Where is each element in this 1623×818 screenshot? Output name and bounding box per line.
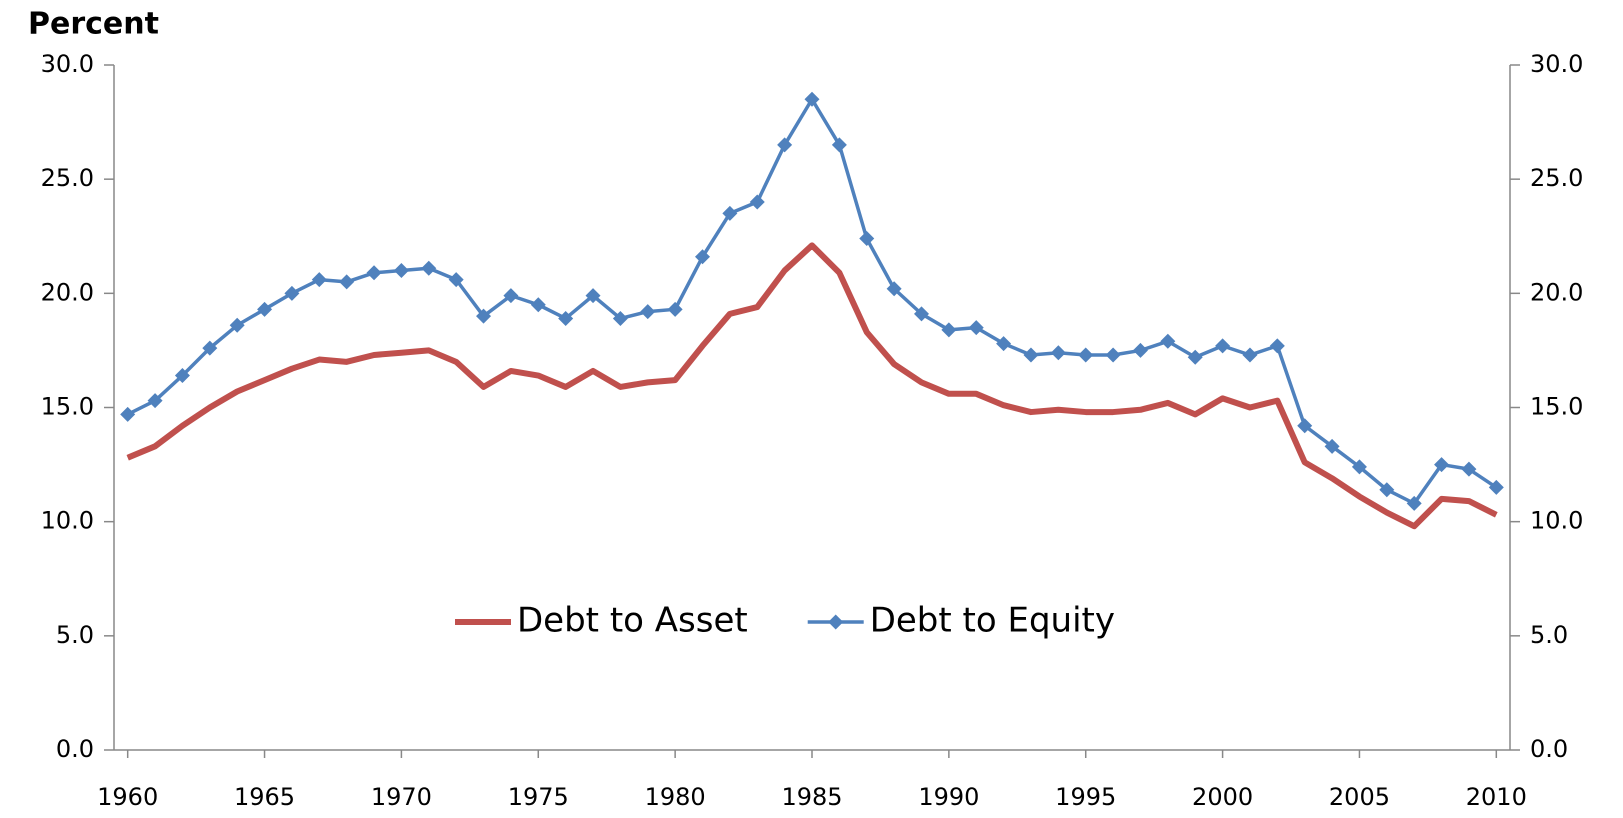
legend-label: Debt to Asset xyxy=(517,601,748,641)
point-marker xyxy=(695,249,711,265)
point-marker xyxy=(558,310,574,326)
point-marker xyxy=(1324,438,1340,454)
y2-tick-label: 5.0 xyxy=(1530,621,1568,649)
point-marker xyxy=(913,306,929,322)
point-marker xyxy=(941,322,957,338)
point-marker xyxy=(147,393,163,409)
x-tick-label: 2010 xyxy=(1466,783,1527,811)
point-marker xyxy=(722,205,738,221)
point-marker xyxy=(1023,347,1039,363)
y-tick-label: 0.0 xyxy=(56,735,94,763)
point-marker xyxy=(1297,418,1313,434)
x-tick-label: 1985 xyxy=(781,783,842,811)
point-marker xyxy=(1269,338,1285,354)
point-marker xyxy=(1078,347,1094,363)
x-tick-label: 1995 xyxy=(1055,783,1116,811)
y2-tick-label: 0.0 xyxy=(1530,735,1568,763)
point-marker xyxy=(585,288,601,304)
y-tick-label: 15.0 xyxy=(41,393,94,421)
y2-tick-label: 30.0 xyxy=(1530,50,1583,78)
point-marker xyxy=(1434,457,1450,473)
y-tick-label: 30.0 xyxy=(41,50,94,78)
point-marker xyxy=(1105,347,1121,363)
point-marker xyxy=(1132,342,1148,358)
point-marker xyxy=(503,288,519,304)
point-marker xyxy=(476,308,492,324)
point-marker xyxy=(859,231,875,247)
point-marker xyxy=(202,340,218,356)
legend-label: Debt to Equity xyxy=(870,601,1115,641)
series-line xyxy=(126,97,1498,506)
series-line xyxy=(126,242,1498,530)
y2-tick-label: 10.0 xyxy=(1530,507,1583,535)
point-marker xyxy=(968,320,984,336)
point-marker xyxy=(804,91,820,107)
y-tick-label: 20.0 xyxy=(41,278,94,306)
y-tick-label: 10.0 xyxy=(41,507,94,535)
point-marker xyxy=(311,272,327,288)
point-marker xyxy=(1187,349,1203,365)
legend-marker xyxy=(828,614,844,630)
point-marker xyxy=(339,274,355,290)
point-marker xyxy=(1050,345,1066,361)
point-marker xyxy=(366,265,382,281)
point-marker xyxy=(667,301,683,317)
y2-tick-label: 20.0 xyxy=(1530,278,1583,306)
x-tick-label: 1980 xyxy=(645,783,706,811)
y2-tick-label: 15.0 xyxy=(1530,393,1583,421)
legend: Debt to Asset Debt to Equity xyxy=(455,601,1115,641)
point-marker xyxy=(257,301,273,317)
point-marker xyxy=(749,194,765,210)
point-marker xyxy=(612,310,628,326)
point-marker xyxy=(284,285,300,301)
y-tick-label: 5.0 xyxy=(56,621,94,649)
point-marker xyxy=(448,272,464,288)
point-marker xyxy=(174,368,190,384)
point-marker xyxy=(640,304,656,320)
point-marker xyxy=(1406,495,1422,511)
point-marker xyxy=(1351,459,1367,475)
x-tick-label: 1960 xyxy=(97,783,158,811)
x-tick-label: 1965 xyxy=(234,783,295,811)
chart-title: Percent xyxy=(28,7,159,42)
x-tick-label: 2005 xyxy=(1329,783,1390,811)
point-marker xyxy=(393,263,409,278)
point-marker xyxy=(421,260,437,276)
y2-tick-label: 25.0 xyxy=(1530,164,1583,192)
point-marker xyxy=(1379,482,1395,498)
x-tick-label: 1975 xyxy=(508,783,569,811)
x-tick-label: 1990 xyxy=(918,783,979,811)
point-marker xyxy=(229,317,245,333)
point-marker xyxy=(1160,333,1176,349)
point-marker xyxy=(777,137,793,153)
x-tick-label: 2000 xyxy=(1192,783,1253,811)
x-tick-label: 1970 xyxy=(371,783,432,811)
point-marker xyxy=(1215,338,1231,354)
point-marker xyxy=(996,336,1012,352)
point-marker xyxy=(886,281,902,297)
point-marker xyxy=(1461,461,1477,477)
point-marker xyxy=(831,137,847,153)
point-marker xyxy=(530,297,546,313)
y-tick-label: 25.0 xyxy=(41,164,94,192)
point-marker xyxy=(1488,479,1504,495)
point-marker xyxy=(120,406,136,422)
point-marker xyxy=(1242,347,1258,363)
